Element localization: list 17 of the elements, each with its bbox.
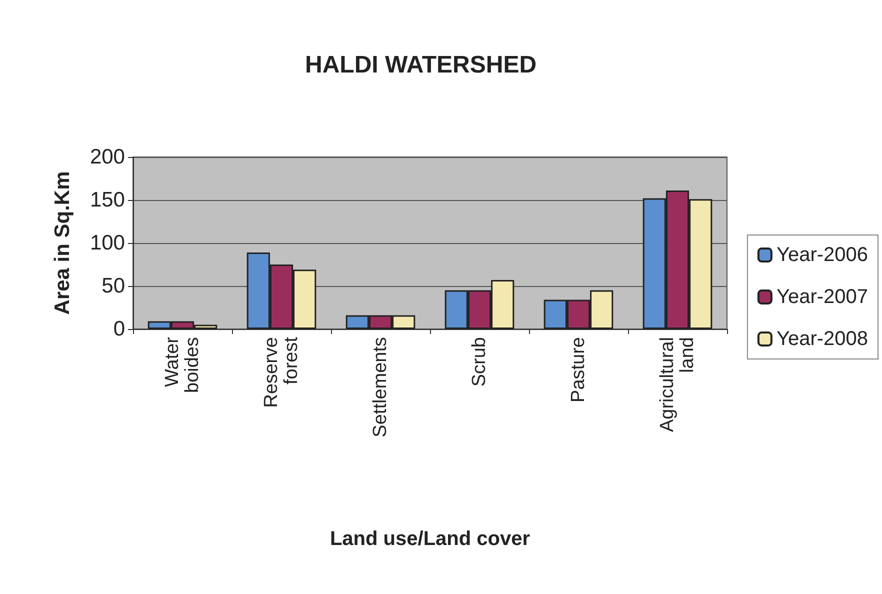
x-tick-label: Water boides	[162, 336, 203, 393]
legend-label: Year-2006	[776, 244, 868, 266]
x-tick-label: Pasture	[568, 337, 589, 402]
y-axis-title: Area in Sq.Km	[51, 171, 74, 315]
x-tick-label: Scrub	[469, 337, 490, 387]
chart-title: HALDI WATERSHED	[305, 52, 537, 78]
y-tick-label: 100	[90, 232, 125, 254]
y-tick-label: 200	[90, 146, 125, 168]
x-tick-label: Settlements	[370, 337, 391, 438]
y-tick-label: 50	[102, 274, 125, 298]
x-tick-label: Agricultural land	[657, 337, 698, 432]
x-tick-label: Reserve forest	[261, 336, 302, 408]
x-axis-title: Land use/Land cover	[330, 528, 530, 550]
y-tick-label: 150	[90, 188, 125, 212]
legend-label: Year-2008	[776, 328, 868, 350]
legend-label: Year-2007	[776, 286, 868, 308]
y-tick-label: 0	[113, 318, 125, 340]
